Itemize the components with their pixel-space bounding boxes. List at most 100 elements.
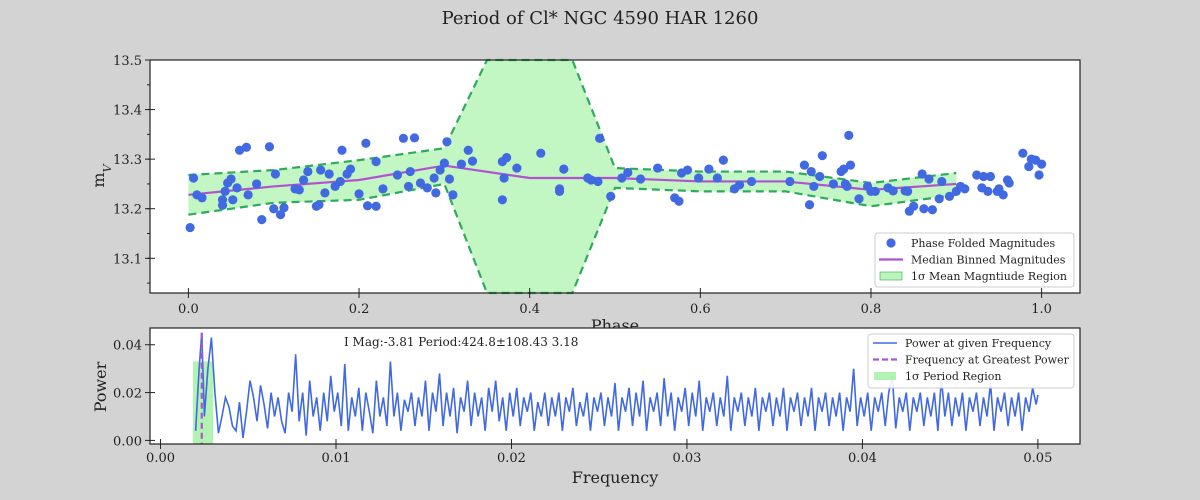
phase-point (937, 176, 947, 187)
phase-point (593, 176, 603, 187)
phase-point (983, 186, 993, 196)
phase-point (497, 195, 507, 205)
phase-point (435, 165, 445, 175)
phase-point (828, 179, 839, 189)
phase-point (815, 171, 825, 182)
phase-point (398, 133, 409, 143)
phase-point (694, 173, 704, 183)
phase-point (554, 186, 565, 196)
phase-point (1037, 159, 1047, 169)
x-tick-label: 0.03 (672, 451, 701, 466)
phase-point (1004, 178, 1014, 188)
phase-point (870, 186, 880, 196)
phase-point (799, 160, 810, 170)
x-tick-label: 0.6 (690, 302, 711, 317)
phase-point (448, 190, 458, 200)
phase-point (337, 145, 347, 155)
legend-box (874, 232, 1075, 288)
phase-point (361, 138, 371, 148)
y-label-subscript: V (101, 163, 114, 172)
phase-point (617, 173, 627, 183)
phase-point (839, 164, 849, 174)
phase-point (499, 173, 509, 183)
phase-point (444, 174, 455, 184)
phase-point (718, 155, 728, 165)
x-tick-label: 0.04 (848, 451, 877, 466)
phase-point (559, 164, 569, 174)
phase-point (403, 181, 414, 192)
x-tick-label: 0.0 (178, 302, 199, 317)
y-tick-label: 13.5 (113, 54, 142, 69)
phase-point (442, 137, 452, 147)
power-y-label: Power (91, 361, 110, 412)
power-x-label: Frequency (572, 468, 659, 487)
phase-point (371, 201, 381, 211)
phase-point (978, 171, 989, 182)
x-tick-label: 0.02 (497, 451, 526, 466)
phase-point (241, 142, 252, 152)
phase-point (362, 201, 373, 211)
phase-point (392, 170, 403, 180)
power-x-ticks: 0.00 0.01 0.02 0.03 0.04 0.05 (146, 439, 1052, 466)
phase-point (415, 178, 426, 188)
legend-swatch-region (874, 372, 896, 380)
phase-point (606, 191, 616, 201)
phase-point (927, 205, 937, 215)
phase-point (220, 186, 230, 196)
median-line (188, 164, 957, 196)
phase-point (217, 200, 228, 210)
phase-point (909, 201, 919, 211)
period-annotation: I Mag:-3.81 Period:424.8±108.43 3.18 (344, 335, 578, 349)
phase-point (320, 188, 330, 198)
phase-point (345, 164, 356, 174)
phase-point (429, 173, 439, 183)
phase-plot: 0.0 0.2 0.4 0.6 0.8 1.0 13.113.213.313.413.5 … (89, 54, 1081, 335)
phase-point (298, 175, 309, 185)
phase-point (844, 130, 854, 140)
phase-point (842, 181, 852, 192)
phase-point (653, 163, 663, 173)
legend-box (867, 333, 1075, 389)
phase-point (185, 222, 195, 233)
x-tick-label: 0.4 (519, 302, 540, 317)
phase-point (635, 174, 646, 184)
sigma-band-fill (188, 60, 957, 293)
phase-y-label: mV (89, 163, 114, 187)
phase-point (252, 179, 262, 189)
phase-point (903, 186, 913, 196)
phase-point (405, 166, 415, 177)
phase-point (232, 183, 242, 193)
phase-point (595, 133, 605, 143)
phase-point (456, 159, 467, 169)
phase-point (371, 157, 381, 167)
phase-x-ticks: 0.0 0.2 0.4 0.6 0.8 1.0 (178, 288, 1052, 317)
phase-point (806, 166, 816, 177)
phase-point (924, 174, 934, 184)
legend-swatch-band (879, 271, 903, 281)
phase-point (439, 158, 449, 168)
power-plot-frame (149, 327, 1081, 445)
phase-point (270, 169, 281, 179)
power-legend: Power at given Frequency Frequency at Gre… (867, 333, 1075, 389)
y-tick-label: 13.3 (113, 153, 142, 168)
phase-point (463, 145, 473, 155)
phase-points (185, 130, 1047, 233)
legend-label: 1σ Mean Magntiude Region (911, 270, 1067, 283)
median-polyline (188, 164, 957, 196)
phase-point (294, 185, 304, 195)
phase-point (888, 186, 898, 196)
legend-label: Phase Folded Magnitudes (911, 237, 1055, 250)
figure-title: Period of Cl* NGC 4590 HAR 1260 (442, 8, 759, 29)
phase-point (998, 190, 1008, 200)
phase-point (917, 169, 927, 179)
phase-point (316, 165, 326, 175)
phase-point (919, 204, 929, 214)
phase-point (674, 196, 684, 206)
x-tick-label: 0.05 (1023, 451, 1052, 466)
sigma-band-upper-edge (188, 58, 957, 185)
y-tick-label: 13.1 (113, 252, 142, 267)
x-tick-label: 0.2 (349, 302, 370, 317)
phase-point (324, 169, 334, 179)
phase-point (934, 194, 944, 204)
